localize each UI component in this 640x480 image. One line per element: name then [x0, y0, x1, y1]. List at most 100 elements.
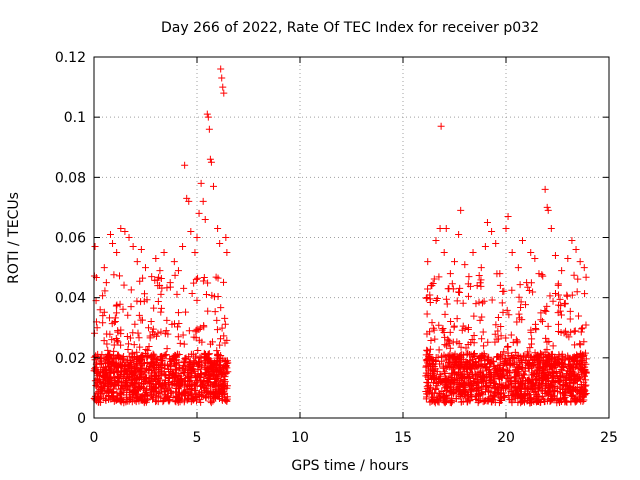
- data-point: [476, 279, 484, 287]
- data-point: [174, 333, 182, 341]
- data-point: [171, 271, 179, 279]
- data-point: [547, 224, 555, 232]
- data-point: [448, 280, 456, 288]
- data-point: [425, 352, 433, 360]
- data-point: [193, 296, 201, 304]
- data-point: [98, 390, 106, 398]
- data-point: [477, 282, 485, 290]
- data-point: [199, 391, 207, 399]
- data-point: [219, 83, 227, 91]
- data-point: [206, 340, 214, 348]
- data-point: [173, 290, 181, 298]
- data-point: [110, 397, 118, 405]
- data-point: [463, 398, 471, 406]
- data-point: [445, 340, 453, 348]
- data-point: [498, 299, 506, 307]
- data-point: [152, 392, 160, 400]
- data-point: [139, 274, 147, 282]
- data-point: [132, 379, 140, 387]
- data-point: [527, 249, 535, 257]
- data-point: [453, 297, 461, 305]
- data-point: [213, 350, 221, 358]
- data-point: [185, 327, 193, 335]
- data-point: [160, 249, 168, 257]
- data-point: [215, 370, 223, 378]
- data-point: [576, 258, 584, 266]
- data-point: [110, 385, 118, 393]
- data-point: [499, 308, 507, 316]
- data-point: [459, 322, 467, 330]
- data-point: [113, 249, 121, 257]
- data-point: [561, 299, 569, 307]
- data-point: [490, 375, 498, 383]
- data-point: [515, 293, 523, 301]
- data-point: [174, 309, 182, 317]
- data-point: [473, 282, 481, 290]
- data-point: [130, 380, 138, 388]
- data-point: [497, 393, 505, 401]
- data-point: [556, 395, 564, 403]
- data-point: [467, 339, 475, 347]
- data-point: [515, 310, 523, 318]
- data-point: [504, 392, 512, 400]
- data-point: [449, 390, 457, 398]
- data-point: [160, 397, 168, 405]
- data-point: [117, 224, 125, 232]
- data-point: [469, 374, 477, 382]
- data-point: [465, 324, 472, 332]
- data-point: [465, 379, 473, 387]
- data-point: [551, 252, 559, 260]
- data-point: [558, 371, 566, 379]
- data-point: [446, 398, 454, 406]
- data-point: [537, 386, 545, 394]
- data-point: [451, 258, 458, 266]
- data-point: [435, 273, 443, 281]
- data-point: [202, 291, 210, 299]
- data-point: [567, 398, 575, 406]
- data-point: [478, 299, 486, 307]
- data-point: [423, 346, 431, 354]
- data-point: [198, 362, 206, 370]
- data-point: [548, 364, 556, 372]
- data-point: [559, 356, 567, 364]
- data-point: [545, 384, 553, 392]
- data-point: [570, 327, 578, 335]
- data-point: [426, 291, 434, 299]
- data-point: [146, 390, 154, 398]
- data-point: [199, 197, 207, 205]
- data-point: [200, 273, 208, 281]
- data-point: [218, 74, 226, 82]
- data-point: [142, 346, 150, 354]
- data-point: [156, 361, 164, 369]
- data-point: [164, 386, 172, 394]
- data-points: [90, 65, 590, 407]
- data-point: [450, 322, 458, 330]
- data-point: [547, 396, 555, 404]
- data-point: [114, 338, 122, 346]
- data-point: [549, 368, 557, 376]
- data-point: [502, 334, 510, 342]
- data-point: [574, 275, 582, 283]
- data-point: [429, 324, 437, 332]
- data-point: [108, 336, 116, 344]
- data-point: [220, 332, 228, 340]
- data-point: [187, 350, 195, 358]
- data-point: [563, 292, 571, 300]
- data-point: [455, 383, 463, 391]
- data-point: [103, 330, 111, 338]
- data-point: [441, 375, 449, 383]
- data-point: [101, 363, 109, 371]
- data-point: [223, 393, 231, 401]
- data-point: [524, 348, 532, 356]
- data-point: [576, 340, 584, 348]
- data-point: [190, 359, 198, 367]
- data-point: [99, 312, 107, 320]
- data-point: [211, 375, 219, 383]
- data-point: [427, 337, 435, 345]
- data-point: [521, 357, 529, 365]
- data-point: [185, 197, 193, 205]
- data-point: [543, 203, 551, 211]
- data-point: [510, 373, 518, 381]
- data-point: [91, 329, 99, 337]
